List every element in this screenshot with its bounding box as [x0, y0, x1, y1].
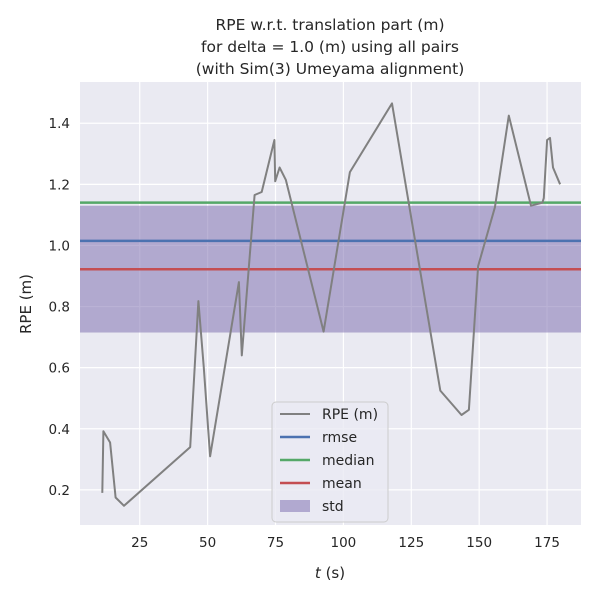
chart-title-line-2: for delta = 1.0 (m) using all pairs [201, 38, 459, 56]
chart-title-line-3: (with Sim(3) Umeyama alignment) [196, 60, 465, 78]
x-tick-label: 175 [534, 535, 560, 551]
x-tick-label: 50 [199, 535, 216, 551]
x-axis-label-variable: t [315, 564, 322, 582]
y-tick-label: 1.4 [49, 116, 70, 132]
statistic-lines-layer [80, 201, 581, 271]
series-layer [101, 102, 562, 507]
y-tick-label: 0.6 [49, 361, 70, 377]
legend-box [271, 401, 389, 523]
x-tick-labels: 25 50 75 100 125 150 175 [131, 535, 560, 551]
x-tick-label: 150 [466, 535, 492, 551]
y-tick-label: 0.8 [49, 300, 70, 316]
legend-label-mean: mean [322, 476, 362, 492]
y-tick-label: 0.4 [49, 422, 70, 438]
y-tick-label: 0.2 [49, 483, 70, 499]
legend-label-rpe: RPE (m) [322, 407, 378, 423]
legend-swatch-std [280, 500, 310, 512]
legend: RPE (m) rmse median mean std [271, 401, 389, 523]
legend-label-median: median [322, 453, 374, 469]
rpe-series-line [101, 102, 562, 507]
x-tick-label: 100 [331, 535, 357, 551]
x-axis-label: t (s) [315, 564, 345, 582]
y-tick-label: 1.2 [49, 177, 70, 193]
x-tick-label: 125 [398, 535, 424, 551]
legend-label-std: std [322, 499, 344, 515]
y-tick-labels: 0.2 0.4 0.6 0.8 1.0 1.2 1.4 [49, 116, 70, 499]
legend-label-rmse: rmse [322, 430, 357, 446]
x-axis-label-unit: (s) [321, 564, 345, 582]
x-tick-label: 25 [131, 535, 148, 551]
x-tick-label: 75 [267, 535, 284, 551]
y-axis-label: RPE (m) [17, 274, 35, 334]
y-tick-label: 1.0 [49, 238, 70, 254]
chart-title-line-1: RPE w.r.t. translation part (m) [215, 16, 444, 34]
